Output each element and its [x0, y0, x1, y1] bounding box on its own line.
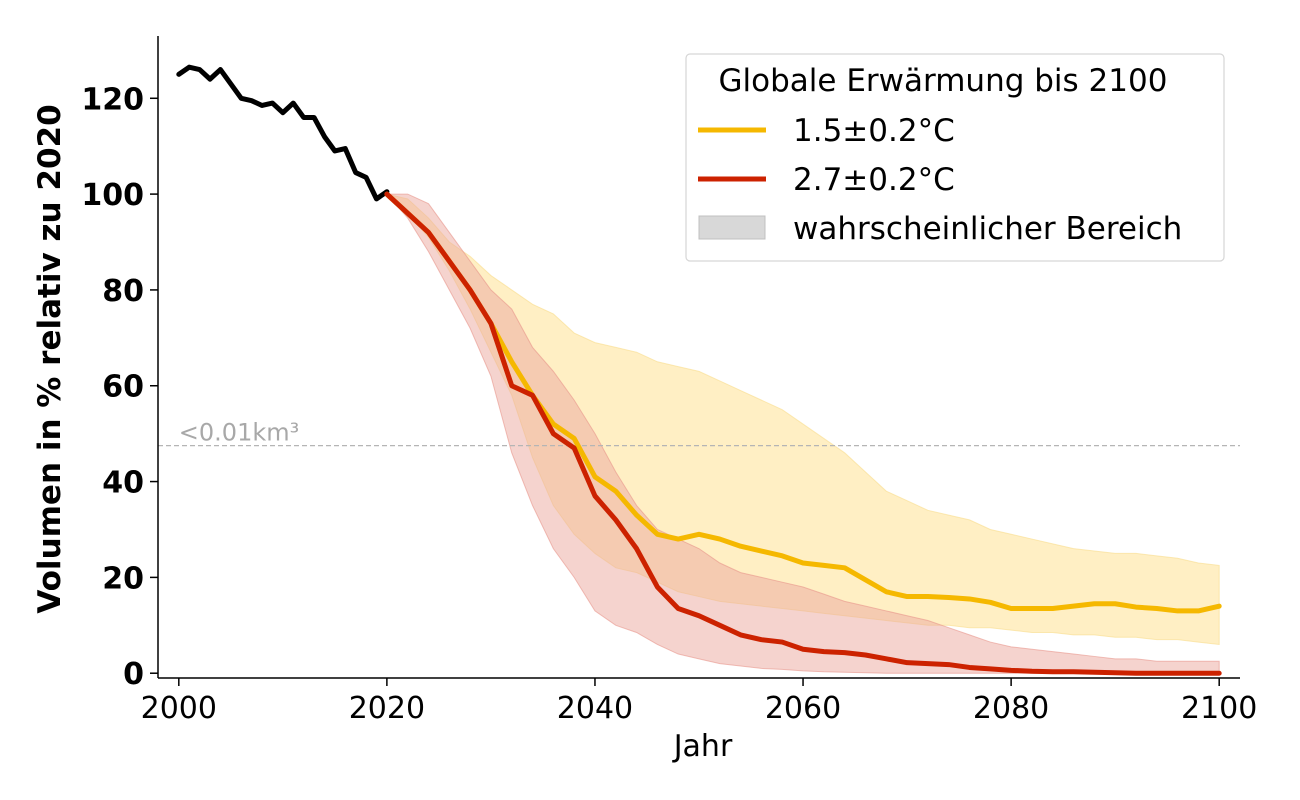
legend-swatch-range: [698, 215, 766, 240]
x-axis-title: Jahr: [672, 729, 733, 764]
y-tick-label: 20: [102, 561, 144, 596]
series-line-observed: [176, 64, 390, 202]
reference-line-label: <0.01km³: [179, 419, 299, 447]
legend-box: [685, 53, 1225, 262]
legend-title: Globale Erwärmung bis 2100: [719, 63, 1168, 99]
x-tick-label: 2060: [765, 691, 841, 726]
y-axis-title: Volumen in % relativ zu 2020: [32, 104, 68, 613]
x-tick-label: 2020: [349, 691, 425, 726]
legend-label-low: 1.5±0.2°C: [793, 113, 955, 149]
legend-label-range: wahrscheinlicher Bereich: [793, 211, 1182, 247]
x-tick-label: 2000: [141, 691, 217, 726]
x-tick-label: 2080: [973, 691, 1049, 726]
y-tick-label: 0: [123, 657, 144, 692]
series-line-low: [384, 191, 1222, 614]
y-tick-label: 60: [102, 370, 144, 405]
y-tick-label: 40: [102, 466, 144, 501]
y-tick-label: 120: [81, 82, 144, 117]
y-tick-label: 80: [102, 274, 144, 309]
x-tick-label: 2100: [1181, 691, 1257, 726]
x-tick-label: 2040: [557, 691, 633, 726]
series-lines-layer: [176, 64, 1222, 676]
legend: Globale Erwärmung bis 2100 1.5±0.2°C 2.7…: [685, 53, 1225, 262]
legend-label-high: 2.7±0.2°C: [793, 162, 955, 198]
y-tick-label: 100: [81, 178, 144, 213]
series-line-high: [384, 191, 1222, 676]
